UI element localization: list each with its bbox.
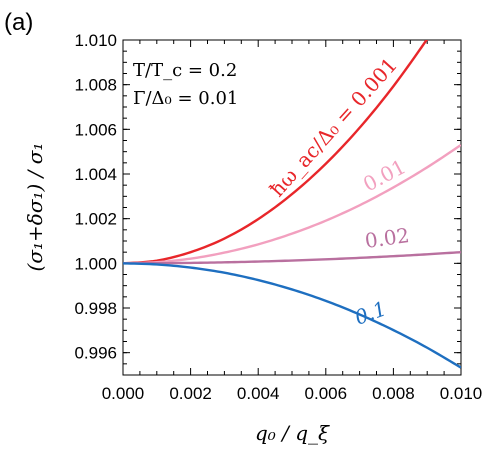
- x-axis-title: q₀ / q_ξ: [255, 421, 330, 445]
- x-tick-label: 0.008: [372, 384, 415, 403]
- x-tick-label: 0.004: [237, 384, 280, 403]
- annotation-temperature: T/T_c = 0.2: [133, 60, 237, 81]
- series-line-3: [123, 262, 461, 369]
- series-line-1: [123, 143, 461, 265]
- y-tick-label: 1.010: [74, 31, 117, 50]
- x-tick-label: 0.010: [440, 384, 483, 403]
- x-tick-label: 0.000: [102, 384, 145, 403]
- y-tick-label: 0.996: [74, 344, 117, 363]
- annotation-gamma: Γ/Δ₀ = 0.01: [133, 88, 238, 109]
- x-ticks: 0.000 0.002 0.004 0.006 0.008 0.010: [102, 40, 483, 403]
- y-tick-label: 1.008: [74, 76, 117, 95]
- series-line-0: [123, 40, 429, 265]
- panel-label: (a): [4, 9, 33, 36]
- series-label-002: 0.02: [363, 223, 410, 253]
- y-tick-label: 0.998: [74, 299, 117, 318]
- series-layer: [123, 40, 461, 369]
- x-tick-label: 0.002: [169, 384, 212, 403]
- y-ticks: 0.996 0.998 1.000 1.002 1.004 1.006 1.008 1.010: [74, 31, 461, 376]
- series-line-2: [123, 250, 461, 265]
- x-tick-label: 0.006: [305, 384, 348, 403]
- y-axis-title: (σ₁+δσ₁) / σ₁: [23, 143, 47, 272]
- y-tick-label: 1.006: [74, 120, 117, 139]
- y-tick-label: 1.002: [74, 210, 117, 229]
- y-tick-label: 1.004: [74, 165, 117, 184]
- y-tick-label: 1.000: [74, 254, 117, 273]
- series-label-001: 0.01: [359, 154, 410, 196]
